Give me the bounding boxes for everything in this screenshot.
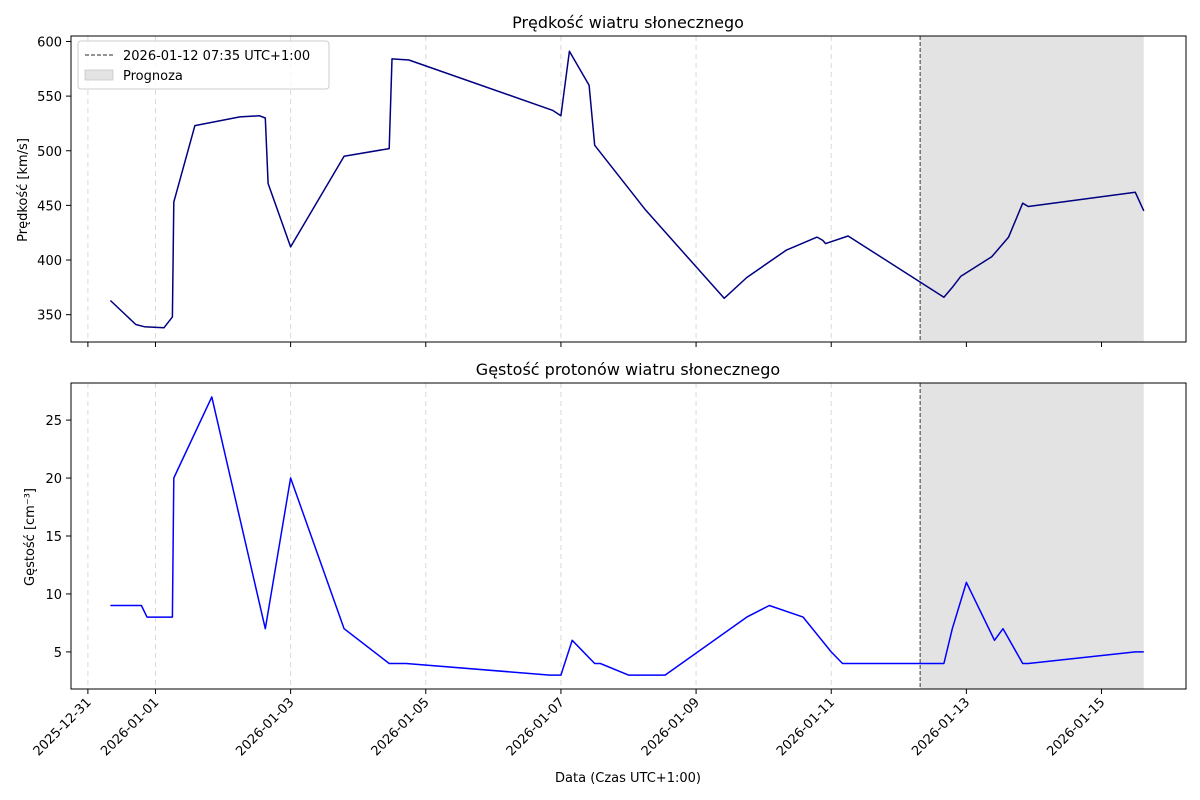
x-tick-label: 2026-01-03: [233, 695, 297, 759]
speed-chart-title: Prędkość wiatru słonecznego: [512, 13, 744, 32]
density-y-ticks: 5 10 15 20 25: [45, 414, 71, 661]
density-x-ticks: 2025-12-31 2026-01-01 2026-01-03 2026-01-05…: [31, 689, 1108, 759]
x-tick-label: 2026-01-05: [369, 695, 433, 759]
y-tick-label: 25: [45, 414, 62, 429]
density-y-axis-label: Gęstość [cm⁻³]: [23, 488, 38, 586]
y-tick-label: 600: [37, 35, 62, 50]
y-tick-label: 500: [37, 145, 62, 160]
speed-series: [109, 50, 1145, 329]
y-tick-label: 10: [45, 588, 62, 603]
speed-plot-frame: [70, 35, 1187, 343]
x-tick-label: 2026-01-09: [639, 695, 703, 759]
x-axis-label: Data (Czas UTC+1:00): [555, 771, 701, 786]
legend-forecast-label: Prognoza: [123, 69, 183, 84]
density-forecast-span: [920, 383, 1144, 689]
x-tick-label: 2026-01-15: [1044, 695, 1108, 759]
x-tick-label: 2026-01-01: [98, 695, 162, 759]
y-tick-label: 20: [45, 472, 62, 487]
x-tick-label: 2026-01-11: [774, 695, 838, 759]
density-chart-title: Gęstość protonów wiatru słonecznego: [476, 360, 780, 379]
speed-x-ticks: [87, 342, 1103, 347]
x-tick-label: 2026-01-13: [909, 695, 973, 759]
speed-y-ticks: 350 400 450 500 550 600: [37, 35, 71, 324]
y-tick-label: 450: [37, 199, 62, 214]
speed-panel: Prędkość wiatru słonecznego 350 400 450 500…: [16, 13, 1187, 347]
y-tick-label: 400: [37, 254, 62, 269]
series-line: [110, 396, 1144, 676]
x-tick-label: 2025-12-31: [31, 695, 95, 759]
series-line: [109, 50, 1145, 329]
speed-forecast-span: [920, 36, 1144, 342]
y-tick-label: 15: [45, 530, 62, 545]
density-plot-frame: [70, 382, 1187, 690]
y-tick-label: 5: [54, 646, 62, 661]
y-tick-label: 550: [37, 90, 62, 105]
legend-now-line-label: 2026-01-12 07:35 UTC+1:00: [123, 49, 310, 64]
y-tick-label: 350: [37, 309, 62, 324]
density-series: [110, 396, 1144, 676]
legend-forecast-swatch: [84, 69, 114, 81]
x-tick-label: 2026-01-07: [504, 695, 568, 759]
legend-box: [77, 40, 330, 90]
speed-legend: 2026-01-12 07:35 UTC+1:00 Prognoza: [77, 40, 330, 90]
speed-y-axis-label: Prędkość [km/s]: [16, 138, 31, 242]
density-panel: Gęstość protonów wiatru słonecznego 5 10 1…: [23, 360, 1187, 759]
